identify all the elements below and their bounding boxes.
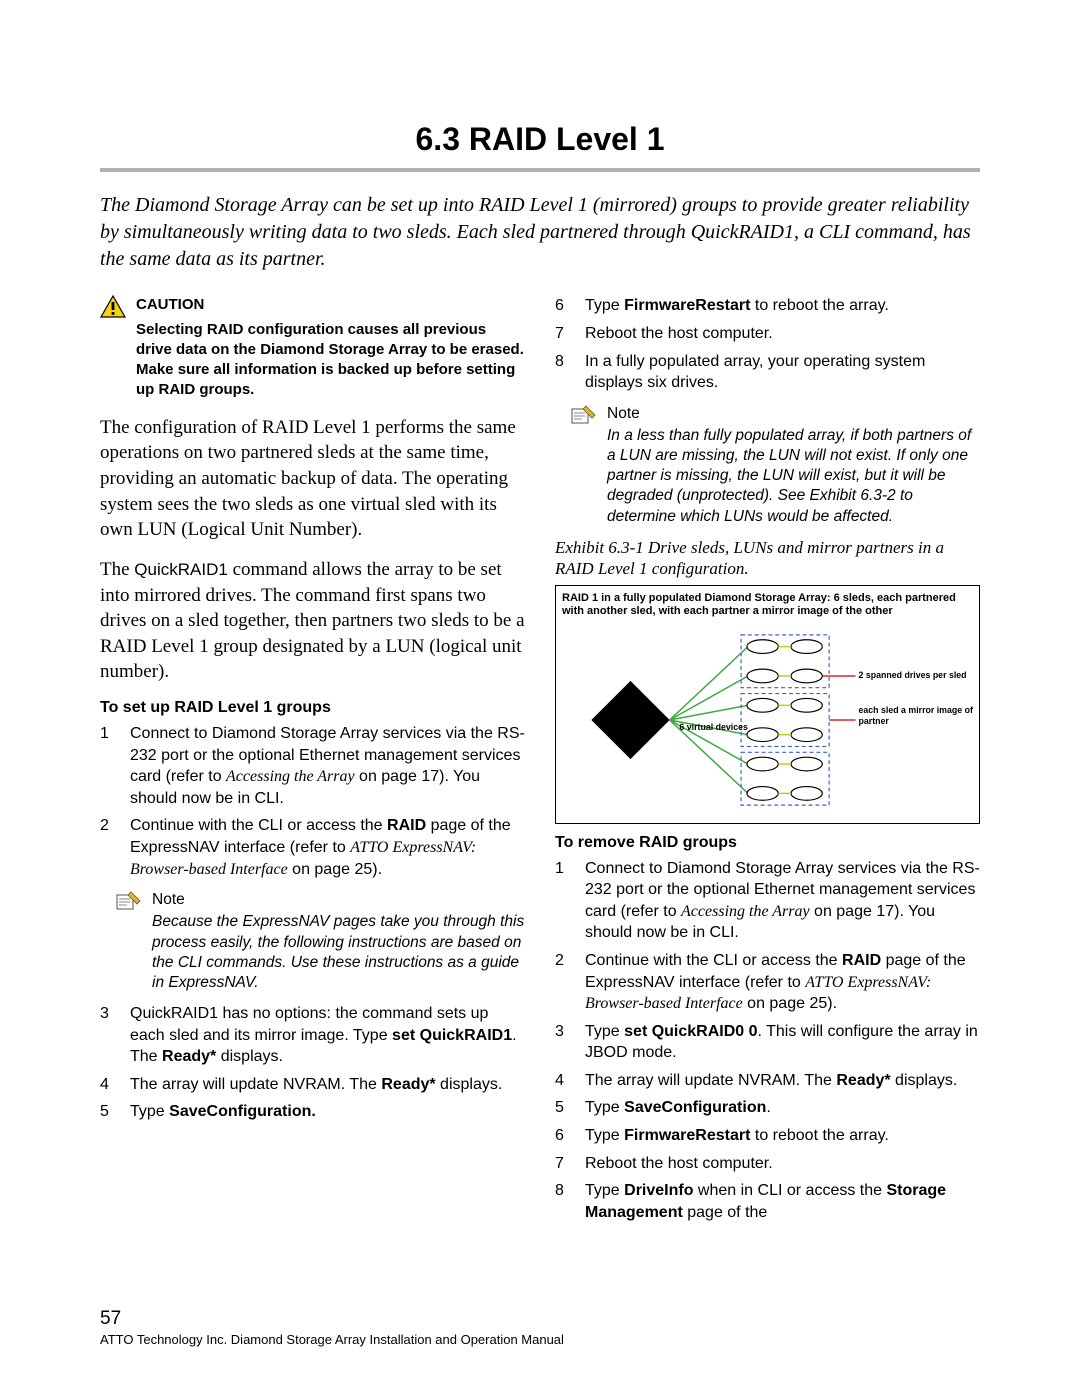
title-rule <box>100 168 980 172</box>
rstep-4: The array will update NVRAM. The Ready* … <box>555 1070 980 1092</box>
rstep-7: Reboot the host computer. <box>555 1153 980 1175</box>
caution-body: Selecting RAID configuration causes all … <box>136 321 524 399</box>
setup-steps-a: Connect to Diamond Storage Array service… <box>100 723 525 880</box>
page-number: 57 <box>100 1308 564 1330</box>
step-7: Reboot the host computer. <box>555 323 980 345</box>
intro-paragraph: The Diamond Storage Array can be set up … <box>100 192 980 273</box>
rstep-5: Type SaveConfiguration. <box>555 1097 980 1119</box>
exhibit-caption: Exhibit 6.3-1 Drive sleds, LUNs and mirr… <box>555 537 980 580</box>
setup-heading: To set up RAID Level 1 groups <box>100 699 525 717</box>
setup-steps-top-right: Type FirmwareRestart to reboot the array… <box>555 295 980 393</box>
note-heading-right: Note <box>607 404 980 424</box>
remove-heading: To remove RAID groups <box>555 834 980 852</box>
label-spanned: 2 spanned drives per sled <box>859 669 967 679</box>
step-5: Type SaveConfiguration. <box>100 1101 525 1123</box>
caution-heading: CAUTION <box>136 295 525 315</box>
note-block-left: Note Because the ExpressNAV pages take y… <box>116 890 525 993</box>
rstep-3: Type set QuickRAID0 0. This will configu… <box>555 1021 980 1064</box>
note-block-right: Note In a less than fully populated arra… <box>571 404 980 527</box>
rstep-1: Connect to Diamond Storage Array service… <box>555 858 980 944</box>
note-body-right: In a less than fully populated array, if… <box>607 427 971 525</box>
caution-block: CAUTION Selecting RAID configuration cau… <box>100 295 525 400</box>
step-8: In a fully populated array, your operati… <box>555 351 980 394</box>
step-1: Connect to Diamond Storage Array service… <box>100 723 525 809</box>
chapter-title: 6.3 RAID Level 1 <box>100 121 980 158</box>
step-3: QuickRAID1 has no options: the command s… <box>100 1003 525 1068</box>
rstep-6: Type FirmwareRestart to reboot the array… <box>555 1125 980 1147</box>
note-pencil-icon <box>116 890 142 912</box>
right-column: Type FirmwareRestart to reboot the array… <box>555 295 980 1233</box>
step-2: Continue with the CLI or access the RAID… <box>100 815 525 880</box>
footer-text: ATTO Technology Inc. Diamond Storage Arr… <box>100 1332 564 1347</box>
quickraid1-cmd: QuickRAID1 <box>134 560 228 579</box>
label-mirror-1: each sled a mirror image of its <box>859 705 973 715</box>
diagram-caption: RAID 1 in a fully populated Diamond Stor… <box>562 592 973 618</box>
document-page: 6.3 RAID Level 1 The Diamond Storage Arr… <box>0 0 1080 1397</box>
note-pencil-icon <box>571 404 597 426</box>
caution-text: CAUTION Selecting RAID configuration cau… <box>136 295 525 400</box>
caution-triangle-icon <box>100 295 126 319</box>
note-heading: Note <box>152 890 525 910</box>
remove-steps: Connect to Diamond Storage Array service… <box>555 858 980 1224</box>
body-para-1: The configuration of RAID Level 1 perfor… <box>100 415 525 543</box>
rstep-8: Type DriveInfo when in CLI or access the… <box>555 1180 980 1223</box>
two-column-layout: CAUTION Selecting RAID configuration cau… <box>100 295 980 1233</box>
label-mirror-2: partner <box>859 715 890 725</box>
page-footer: 57 ATTO Technology Inc. Diamond Storage … <box>100 1308 564 1347</box>
body-para-2: The QuickRAID1 command allows the array … <box>100 557 525 685</box>
label-virtual: 6 virtual devices <box>679 721 748 731</box>
note-body: Because the ExpressNAV pages take you th… <box>152 913 524 990</box>
setup-steps-b: QuickRAID1 has no options: the command s… <box>100 1003 525 1123</box>
step-4: The array will update NVRAM. The Ready* … <box>100 1074 525 1096</box>
note-text-right: Note In a less than fully populated arra… <box>607 404 980 527</box>
raid-diagram: RAID 1 in a fully populated Diamond Stor… <box>555 585 980 823</box>
note-text: Note Because the ExpressNAV pages take y… <box>152 890 525 993</box>
raid-diagram-svg: 6 virtual devices 2 spanned drives per s… <box>562 625 973 815</box>
rstep-2: Continue with the CLI or access the RAID… <box>555 950 980 1015</box>
step-6: Type FirmwareRestart to reboot the array… <box>555 295 980 317</box>
left-column: CAUTION Selecting RAID configuration cau… <box>100 295 525 1233</box>
